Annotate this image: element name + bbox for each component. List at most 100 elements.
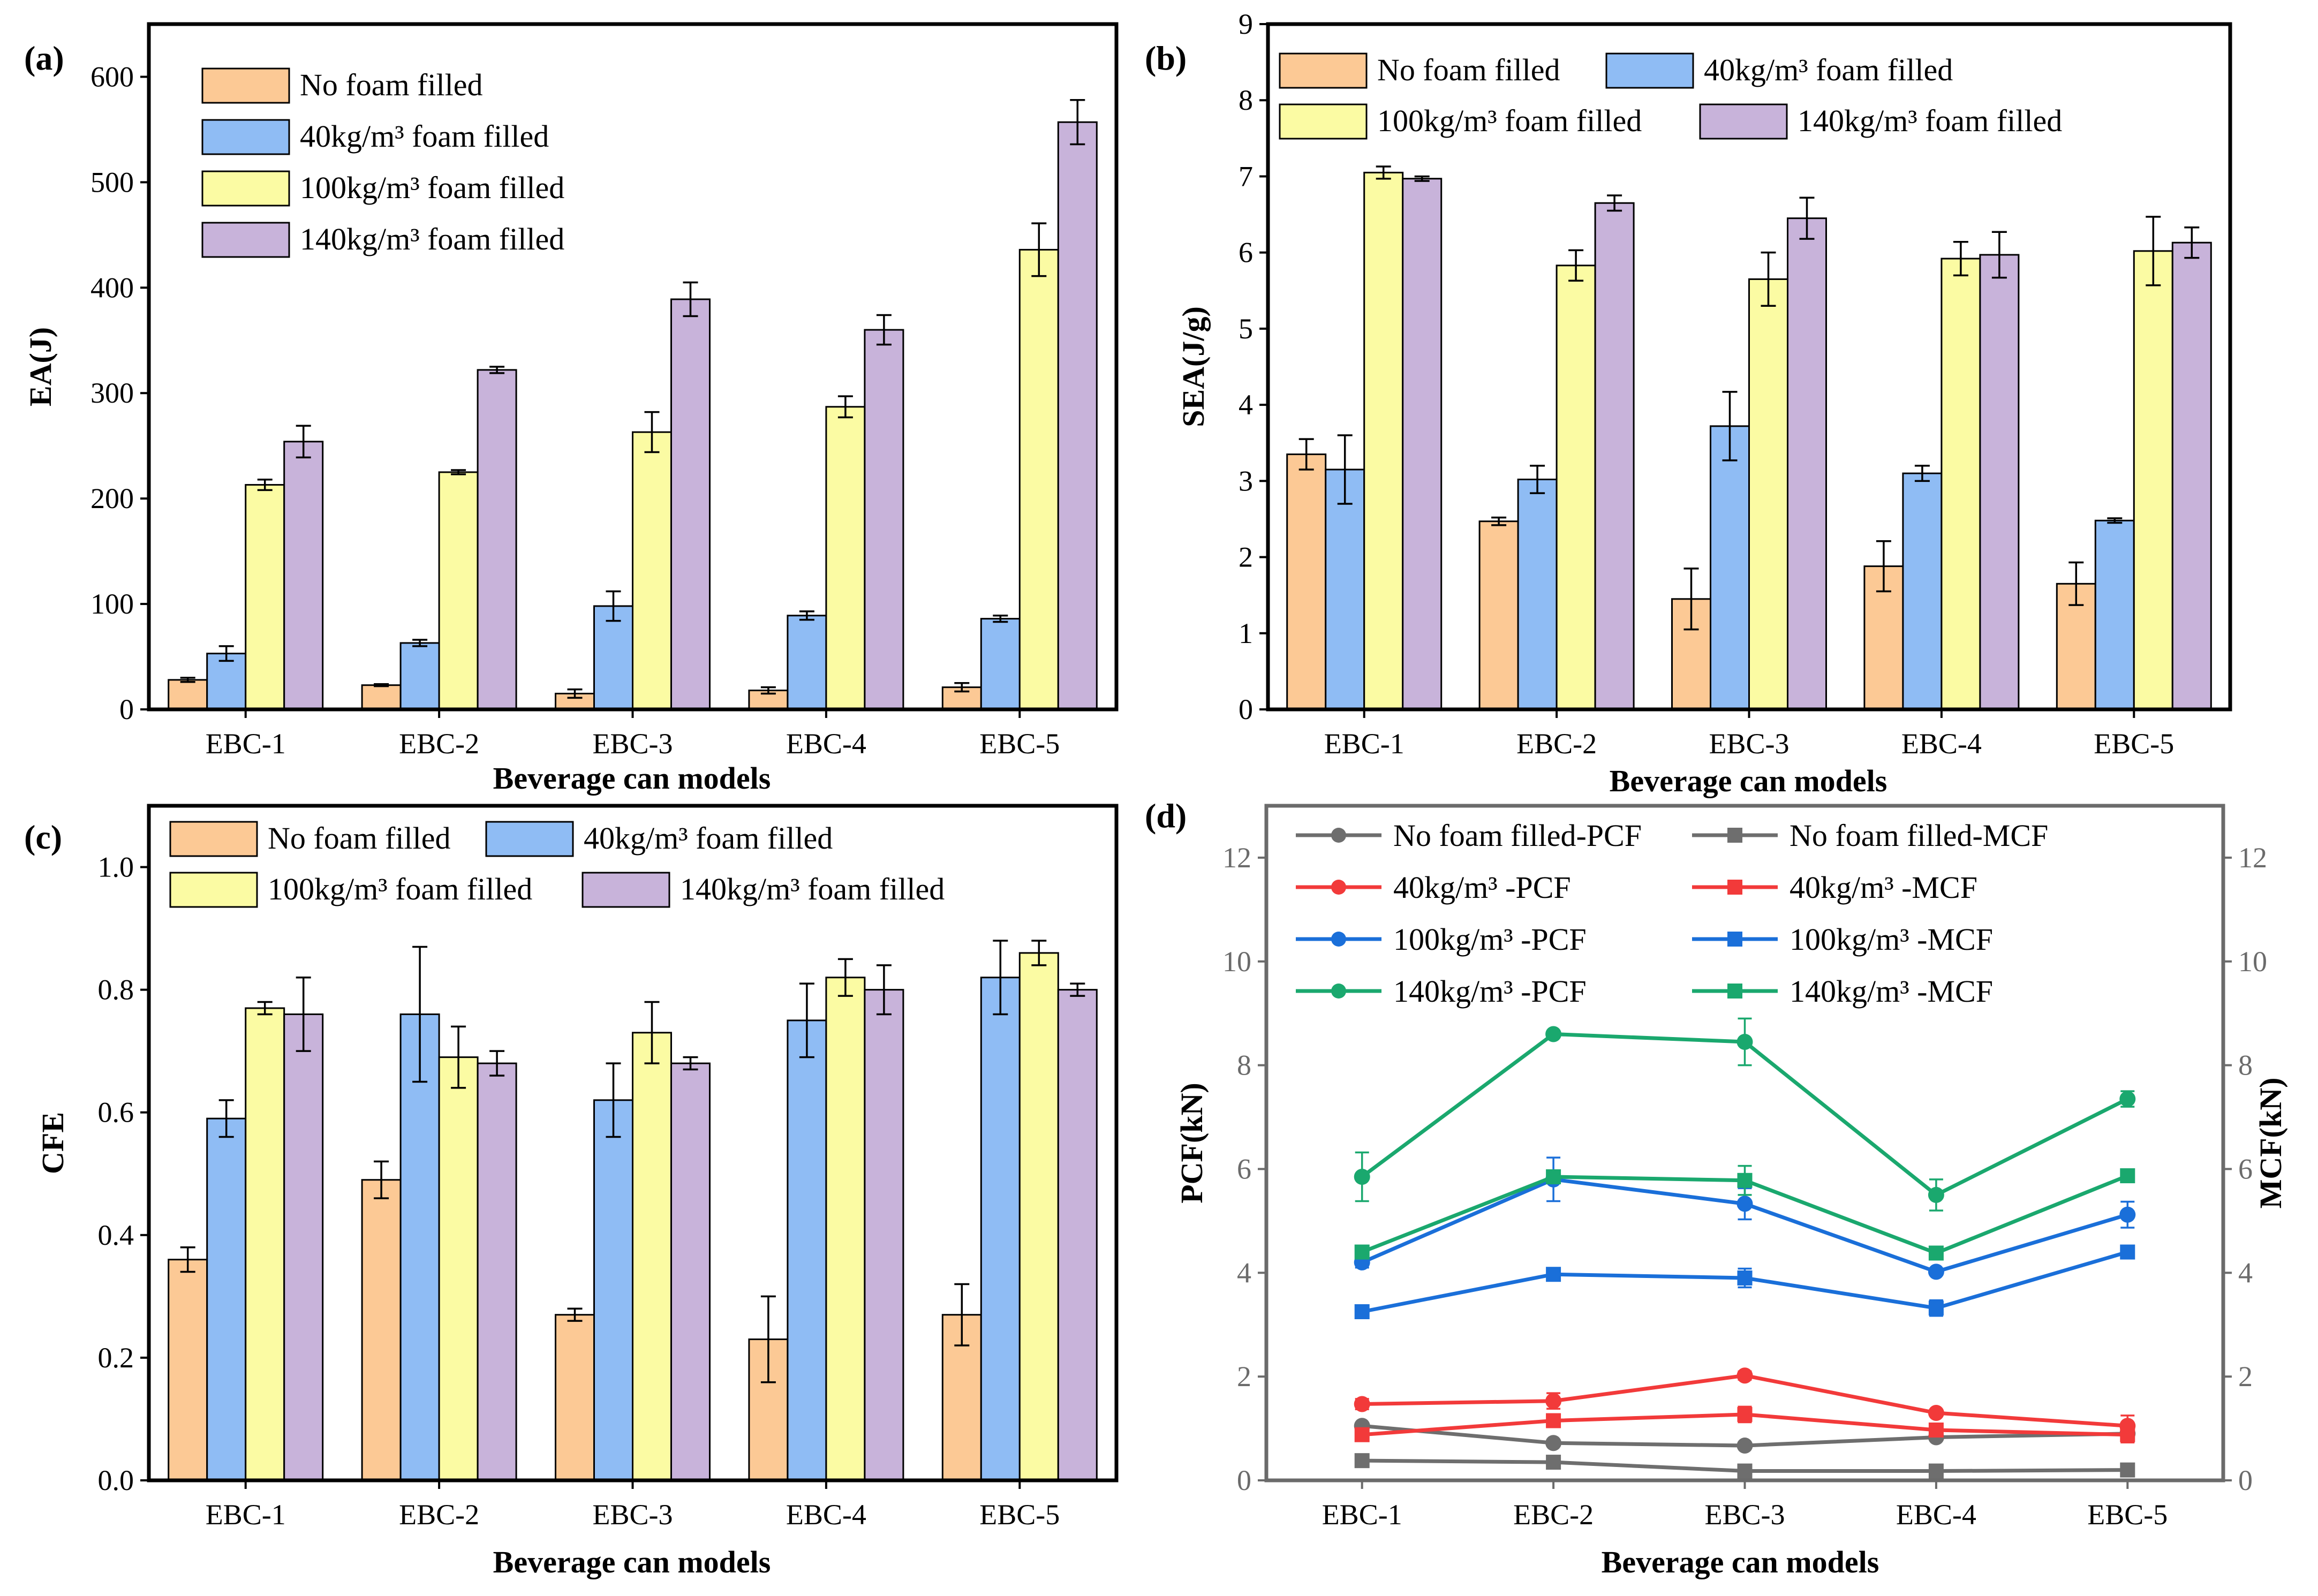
legend-marker-circle — [1331, 984, 1346, 999]
bar-f100-3 — [632, 1032, 672, 1481]
y-tick-label-right: 12 — [2238, 842, 2267, 874]
bar-f40-2 — [399, 642, 440, 710]
bar-f100-4 — [825, 977, 866, 1481]
data-point-square — [1928, 1422, 1944, 1438]
y-tick-label: 1 — [1239, 617, 1253, 649]
x-tick-label: EBC-4 — [1901, 728, 1982, 760]
y-axis-label: CFE — [35, 1112, 70, 1174]
legend-label-f100: 100kg/m³ foam filled — [1377, 103, 1642, 138]
data-point-circle — [1545, 1393, 1562, 1409]
data-point-square — [2120, 1168, 2135, 1184]
legend-label-nofoam: No foam filled — [1377, 52, 1560, 87]
bar-f40-3 — [1710, 425, 1750, 710]
y-tick-label: 100 — [90, 588, 134, 620]
data-point-square — [1546, 1413, 1561, 1428]
bar-f40-5 — [980, 618, 1021, 710]
y-tick-label-left: 12 — [1222, 842, 1251, 874]
x-tick-label: EBC-5 — [979, 728, 1060, 760]
y-tick-label-left: 10 — [1222, 946, 1251, 978]
panel-a-ea-chart: 0 100 200 300 400 500 600 EBC-1 EBC-2 EBC-3 EBC-4 E… — [23, 22, 1119, 796]
legend-label: 140kg/m³ -PCF — [1393, 974, 1587, 1009]
data-point-circle — [1736, 1438, 1753, 1454]
legend-label-nofoam: No foam filled — [268, 821, 450, 856]
bar-f140-5 — [2171, 241, 2212, 710]
data-point-square — [2120, 1462, 2135, 1478]
legend-label-f100: 100kg/m³ foam filled — [300, 170, 564, 205]
legend-marker-circle — [1331, 932, 1346, 947]
bar-nofoam-2 — [361, 684, 402, 710]
legend-label: 140kg/m³ -MCF — [1790, 974, 1993, 1009]
x-tick-label: EBC-2 — [1516, 728, 1597, 760]
y-axis-label-right: MCF(kN) — [2253, 1078, 2288, 1209]
bar-f40-1 — [206, 1117, 247, 1481]
x-tick-label: EBC-5 — [2094, 728, 2174, 760]
legend-swatch-f140 — [201, 222, 290, 258]
bar-f40-2 — [399, 1013, 440, 1481]
legend-label: No foam filled-PCF — [1393, 818, 1642, 853]
y-tick-label: 600 — [90, 60, 134, 93]
x-tick-label: EBC-1 — [206, 1499, 286, 1531]
y-tick-label-right: 8 — [2238, 1049, 2253, 1081]
y-tick-label-left: 0 — [1237, 1464, 1251, 1496]
bar-f100-2 — [438, 1056, 479, 1481]
legend-marker-square — [1727, 984, 1742, 999]
y-tick-label-left: 4 — [1237, 1257, 1251, 1289]
legend-marker-square — [1727, 932, 1742, 947]
bar-f140-3 — [670, 298, 711, 710]
legend-swatch-f40 — [1605, 52, 1694, 89]
legend-swatch-f140 — [1699, 103, 1788, 140]
data-point-square — [1928, 1463, 1944, 1479]
data-point-square — [2120, 1244, 2135, 1260]
bar-f40-4 — [1902, 472, 1943, 710]
panel-label: (d) — [1145, 797, 1187, 835]
bar-f40-4 — [787, 1019, 827, 1481]
legend-label: 40kg/m³ -MCF — [1790, 870, 1977, 905]
x-tick-label: EBC-3 — [1709, 728, 1789, 760]
y-tick-label-right: 6 — [2238, 1153, 2253, 1185]
y-tick-label-left: 6 — [1237, 1153, 1251, 1185]
data-point-circle — [1928, 1186, 1944, 1203]
data-point-circle — [2119, 1206, 2136, 1223]
data-point-square — [1546, 1169, 1561, 1184]
data-point-circle — [1928, 1405, 1944, 1421]
y-tick-label: 3 — [1239, 465, 1253, 497]
y-tick-label: 9 — [1239, 8, 1253, 40]
bar-f140-1 — [283, 441, 324, 710]
y-tick-label: 7 — [1239, 160, 1253, 192]
legend-swatch-f100 — [201, 170, 290, 207]
plot-frame — [147, 804, 1119, 1482]
legend-label: 100kg/m³ -PCF — [1393, 922, 1587, 957]
x-tick-label: EBC-2 — [399, 728, 479, 760]
legend-label-f140: 140kg/m³ foam filled — [300, 222, 564, 256]
bar-f40-5 — [2094, 519, 2135, 710]
legend-swatch-nofoam — [1279, 52, 1368, 89]
bar-f100-1 — [245, 484, 285, 710]
panel-label: (a) — [24, 39, 64, 77]
y-tick-label: 0.8 — [98, 974, 134, 1006]
y-tick-label: 2 — [1239, 541, 1253, 573]
panel-c-cfe-chart: 0.0 0.2 0.4 0.6 0.8 1.0 EBC-1 EBC-2 EBC-3 EBC-4 EB… — [24, 804, 1119, 1579]
data-point-circle — [2119, 1091, 2136, 1107]
data-point-circle — [1545, 1435, 1562, 1451]
bar-f100-4 — [1941, 258, 1981, 710]
legend-marker-circle — [1331, 880, 1346, 895]
x-tick-label: EBC-4 — [1896, 1499, 1976, 1531]
data-point-square — [1354, 1453, 1370, 1469]
legend-swatch-f40 — [485, 821, 574, 857]
bar-nofoam-3 — [555, 1314, 595, 1481]
y-tick-label: 4 — [1239, 389, 1253, 421]
y-tick-label: 300 — [90, 377, 134, 409]
bar-f140-4 — [1979, 254, 2020, 710]
panel-label: (b) — [1145, 39, 1187, 77]
bar-nofoam-1 — [1286, 453, 1327, 710]
legend-marker-square — [1727, 880, 1742, 895]
data-point-square — [1546, 1455, 1561, 1470]
y-tick-label: 0 — [1239, 693, 1253, 725]
x-tick-label: EBC-3 — [592, 728, 673, 760]
bar-f140-4 — [864, 989, 904, 1481]
y-axis-label-left: PCF(kN) — [1174, 1083, 1209, 1204]
y-tick-label: 0.4 — [98, 1219, 134, 1251]
x-tick-label: EBC-5 — [2087, 1499, 2168, 1531]
bar-f100-4 — [825, 406, 866, 710]
legend-label-nofoam: No foam filled — [300, 67, 482, 102]
